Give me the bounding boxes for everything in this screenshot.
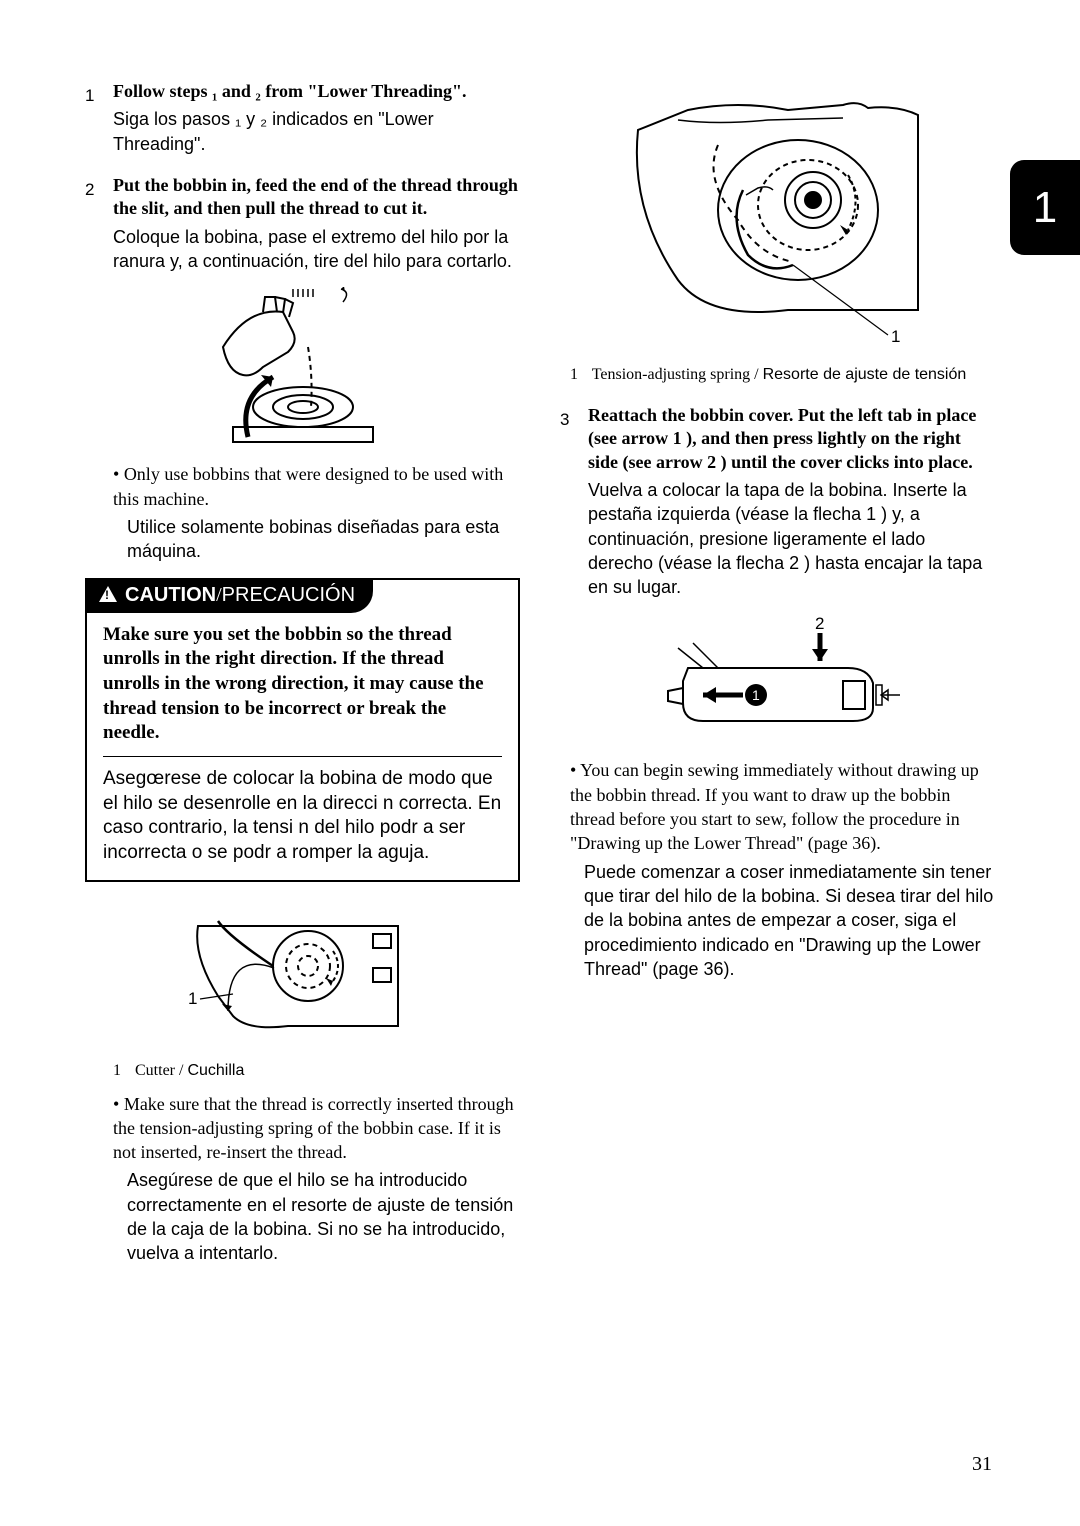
note-thread-es: Asegúrese de que el hilo se ha introduci… [127, 1168, 520, 1265]
figure-cutter-caption: 1 Cutter / Cuchilla [113, 1061, 520, 1082]
caution-box: CAUTION/PRECAUCIÓN Make sure you set the… [85, 578, 520, 882]
step-en: Follow steps ₁ and ₂ from "Lower Threadi… [113, 80, 520, 103]
caution-es: Asegœrese de colocar la bobina de modo q… [103, 767, 502, 866]
fig-label-1: 1 [891, 327, 900, 346]
step-number: 2 [85, 174, 113, 273]
step-1: 1 Follow steps ₁ and ₂ from "Lower Threa… [85, 80, 520, 156]
text: Make sure that the thread is correctly i… [113, 1094, 514, 1163]
fig-label-1: 1 [188, 989, 197, 1008]
step-3: 3 Reattach the bobbin cover. Put the lef… [560, 404, 995, 600]
fig-label-2: 2 [815, 614, 824, 633]
fig-label-1: 1 [752, 687, 760, 703]
step-body: Follow steps ₁ and ₂ from "Lower Threadi… [113, 80, 520, 156]
note-sewing-en: • You can begin sewing immediately witho… [570, 758, 995, 855]
text: You can begin sewing immediately without… [570, 760, 979, 853]
chapter-tab: 1 [1010, 160, 1080, 255]
caution-title-es: PRECAUCIÓN [222, 584, 355, 606]
step-2: 2 Put the bobbin in, feed the end of the… [85, 174, 520, 273]
note-sewing-es: Puede comenzar a coser inmediatamente si… [584, 860, 995, 981]
caption-es: Cuchilla [187, 1062, 244, 1079]
figure-bobbin-hand [85, 287, 520, 452]
figure-tension-spring: 1 [560, 90, 995, 355]
caution-header: CAUTION/PRECAUCIÓN [85, 578, 373, 613]
text: Only use bobbins that were designed to b… [113, 464, 503, 508]
page-columns: 1 Follow steps ₁ and ₂ from "Lower Threa… [85, 80, 995, 1278]
step-es: Siga los pasos ₁ y ₂ indicados en "Lower… [113, 107, 520, 156]
step-es: Coloque la bobina, pase el extremo del h… [113, 225, 520, 274]
step-body: Reattach the bobbin cover. Put the left … [588, 404, 995, 600]
note-thread-en: • Make sure that the thread is correctly… [113, 1092, 520, 1165]
warning-icon [99, 586, 117, 602]
step-es: Vuelva a colocar la tapa de la bobina. I… [588, 478, 995, 599]
figure-cover: 1 2 [560, 613, 995, 748]
step-number: 1 [85, 80, 113, 156]
figure-cutter: 1 [85, 896, 520, 1051]
step-en: Reattach the bobbin cover. Put the left … [588, 404, 995, 474]
caption-en: Tension-adjusting spring / [592, 366, 763, 383]
caution-title-en: CAUTION [125, 584, 216, 606]
step-body: Put the bobbin in, feed the end of the t… [113, 174, 520, 273]
note-bobbins-en: • Only use bobbins that were designed to… [113, 462, 520, 511]
note-bobbins-es: Utilice solamente bobinas diseñadas para… [127, 515, 520, 564]
page-number: 31 [972, 1453, 992, 1476]
right-column: 1 1 Tension-adjusting spring / Resorte d… [560, 80, 995, 1278]
step-number: 3 [560, 404, 588, 600]
caption-en: Cutter / [135, 1062, 187, 1079]
caption-num: 1 [570, 365, 588, 386]
caption-es: Resorte de ajuste de tensión [763, 366, 967, 383]
left-column: 1 Follow steps ₁ and ₂ from "Lower Threa… [85, 80, 520, 1278]
figure-spring-caption: 1 Tension-adjusting spring / Resorte de … [570, 365, 995, 386]
caption-num: 1 [113, 1061, 131, 1082]
step-en: Put the bobbin in, feed the end of the t… [113, 174, 520, 221]
caution-en: Make sure you set the bobbin so the thre… [103, 623, 502, 757]
caution-body: Make sure you set the bobbin so the thre… [87, 613, 518, 866]
